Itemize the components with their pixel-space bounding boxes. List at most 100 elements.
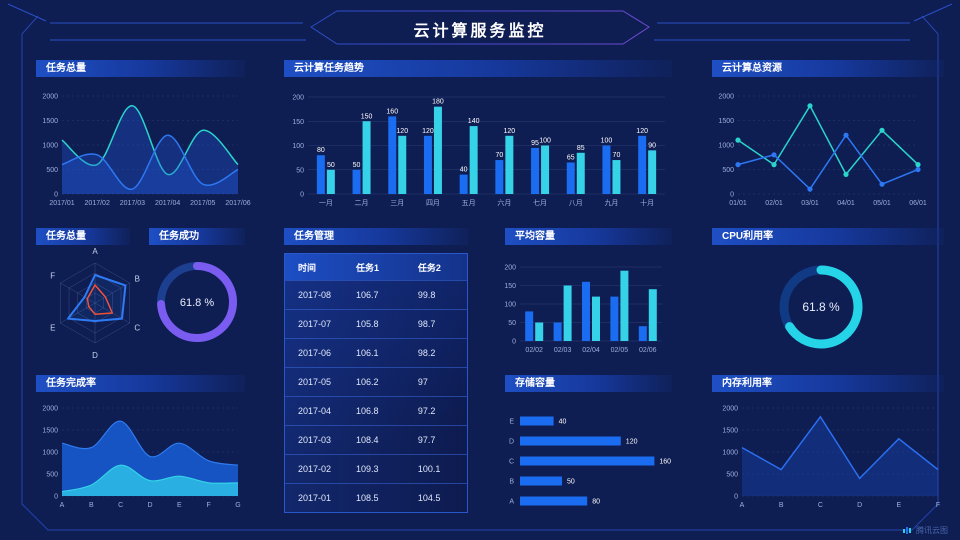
table-cell: 2017-07 xyxy=(298,319,332,329)
svg-text:95: 95 xyxy=(531,140,539,147)
svg-text:C: C xyxy=(118,502,123,509)
svg-text:70: 70 xyxy=(613,152,621,159)
panel-title-cloud-trend: 云计算任务趋势 xyxy=(284,60,672,77)
svg-text:2017/03: 2017/03 xyxy=(120,200,145,207)
table-row[interactable]: 2017-05 106.2 97 xyxy=(285,367,467,396)
svg-text:1500: 1500 xyxy=(42,118,58,125)
svg-text:2017/01: 2017/01 xyxy=(49,200,74,207)
task-completion-area-chart[interactable]: 0 500 1000 1500 2000 A B C D E F G xyxy=(32,398,245,520)
svg-text:04/01: 04/01 xyxy=(837,200,855,207)
svg-text:2000: 2000 xyxy=(722,406,738,413)
task-total-area-chart[interactable]: 0 500 1000 1500 2000 2017/01 2017/02 2017/03 201… xyxy=(32,84,250,214)
svg-text:02/02: 02/02 xyxy=(525,347,543,354)
svg-text:50: 50 xyxy=(327,162,335,169)
svg-text:F: F xyxy=(936,502,940,509)
svg-text:八月: 八月 xyxy=(569,199,583,207)
svg-text:80: 80 xyxy=(317,147,325,154)
table-cell: 2017-01 xyxy=(298,493,332,503)
svg-text:120: 120 xyxy=(626,439,638,446)
svg-text:100: 100 xyxy=(601,138,613,145)
svg-text:02/04: 02/04 xyxy=(582,347,600,354)
svg-text:65: 65 xyxy=(567,154,575,161)
svg-text:B: B xyxy=(89,502,94,509)
svg-text:1000: 1000 xyxy=(722,450,738,457)
table-header-cell: 任务1 xyxy=(355,262,379,273)
table-row[interactable]: 2017-06 106.1 98.2 xyxy=(285,338,467,367)
svg-text:2000: 2000 xyxy=(42,94,58,101)
svg-text:E: E xyxy=(50,323,55,332)
table-cell: 2017-03 xyxy=(298,435,332,445)
svg-text:四月: 四月 xyxy=(426,199,440,207)
svg-text:2000: 2000 xyxy=(718,94,734,101)
svg-text:50: 50 xyxy=(353,162,361,169)
svg-text:100: 100 xyxy=(539,138,551,145)
table-cell: 2017-02 xyxy=(298,464,332,474)
svg-text:0: 0 xyxy=(54,192,58,199)
svg-text:70: 70 xyxy=(495,152,503,159)
panel-title-task-success: 任务成功 xyxy=(149,228,245,245)
svg-text:2017/05: 2017/05 xyxy=(190,200,215,207)
svg-text:六月: 六月 xyxy=(497,198,511,207)
table-row[interactable]: 2017-08 106.7 99.8 xyxy=(285,280,467,309)
svg-text:D: D xyxy=(857,502,862,509)
svg-text:100: 100 xyxy=(504,302,516,309)
panel-title-cloud-resource: 云计算总资源 xyxy=(712,60,944,77)
svg-text:二月: 二月 xyxy=(355,199,369,207)
table-cell: 104.5 xyxy=(417,493,441,503)
svg-text:200: 200 xyxy=(504,265,516,272)
panel-title-storage: 存储容量 xyxy=(505,375,672,392)
svg-text:1500: 1500 xyxy=(42,428,58,435)
svg-text:A: A xyxy=(509,499,514,506)
table-cell: 97 xyxy=(417,377,428,387)
svg-text:A: A xyxy=(60,502,65,509)
task-success-donut[interactable]: 61.8 % xyxy=(154,258,242,346)
svg-text:160: 160 xyxy=(386,108,398,115)
svg-text:1500: 1500 xyxy=(718,118,734,125)
svg-text:120: 120 xyxy=(636,128,648,135)
table-row[interactable]: 2017-07 105.8 98.7 xyxy=(285,309,467,338)
svg-text:A: A xyxy=(92,247,98,256)
table-cell: 98.7 xyxy=(417,319,436,329)
table-cell: 108.5 xyxy=(355,493,379,503)
table-row[interactable]: 2017-01 108.5 104.5 xyxy=(285,483,467,512)
table-row[interactable]: 2017-03 108.4 97.7 xyxy=(285,425,467,454)
svg-text:85: 85 xyxy=(577,145,585,152)
watermark: 腾讯云图 xyxy=(902,525,948,536)
svg-text:120: 120 xyxy=(422,128,434,135)
table-cell: 105.8 xyxy=(355,319,379,329)
svg-text:500: 500 xyxy=(46,167,58,174)
avg-capacity-bar-chart[interactable]: 0 50 100 150 200 02/02 02/03 02/04 02/05 02/06 xyxy=(492,255,672,360)
cloud-trend-bar-chart[interactable]: 0 50 100 150 200 一月 二月 三月 四月 五月 六月 七月 八月 九月 十月 80 50 160 1… xyxy=(288,84,672,214)
svg-text:02/01: 02/01 xyxy=(765,200,783,207)
svg-text:100: 100 xyxy=(292,143,304,150)
cloud-resource-line-chart[interactable]: 0 500 1000 1500 2000 01/01 02/01 03/01 04/01 05/0… xyxy=(712,84,944,214)
table-cell: 100.1 xyxy=(417,464,441,474)
svg-text:61.8 %: 61.8 % xyxy=(802,300,840,314)
storage-hbar-chart[interactable]: E 40 D 120 C 160 B 50 A 80 xyxy=(494,400,672,512)
svg-text:200: 200 xyxy=(292,95,304,102)
table-row[interactable]: 2017-04 106.8 97.2 xyxy=(285,396,467,425)
svg-text:E: E xyxy=(177,502,182,509)
table-row[interactable]: 2017-02 109.3 100.1 xyxy=(285,454,467,483)
svg-text:02/03: 02/03 xyxy=(554,347,572,354)
svg-text:A: A xyxy=(740,502,745,509)
svg-text:C: C xyxy=(134,323,140,332)
cpu-usage-donut[interactable]: 61.8 % xyxy=(766,252,876,362)
table-cell: 97.2 xyxy=(417,406,436,416)
svg-text:0: 0 xyxy=(730,192,734,199)
panel-title-task-completion: 任务完成率 xyxy=(36,375,245,392)
svg-text:150: 150 xyxy=(292,119,304,126)
table-cell: 97.7 xyxy=(417,435,436,445)
task-radar-chart[interactable]: A B C D E F xyxy=(40,247,156,364)
svg-text:B: B xyxy=(135,275,140,284)
mem-usage-line-chart[interactable]: 0 500 1000 1500 2000 A B C D E F xyxy=(712,398,944,520)
svg-text:120: 120 xyxy=(504,128,516,135)
svg-text:1000: 1000 xyxy=(42,143,58,150)
svg-text:F: F xyxy=(50,272,55,281)
table-cell: 2017-06 xyxy=(298,348,332,358)
svg-text:1000: 1000 xyxy=(718,143,734,150)
svg-text:150: 150 xyxy=(504,283,516,290)
svg-text:50: 50 xyxy=(296,167,304,174)
table-header-cell: 任务2 xyxy=(417,262,441,273)
svg-text:0: 0 xyxy=(54,494,58,501)
